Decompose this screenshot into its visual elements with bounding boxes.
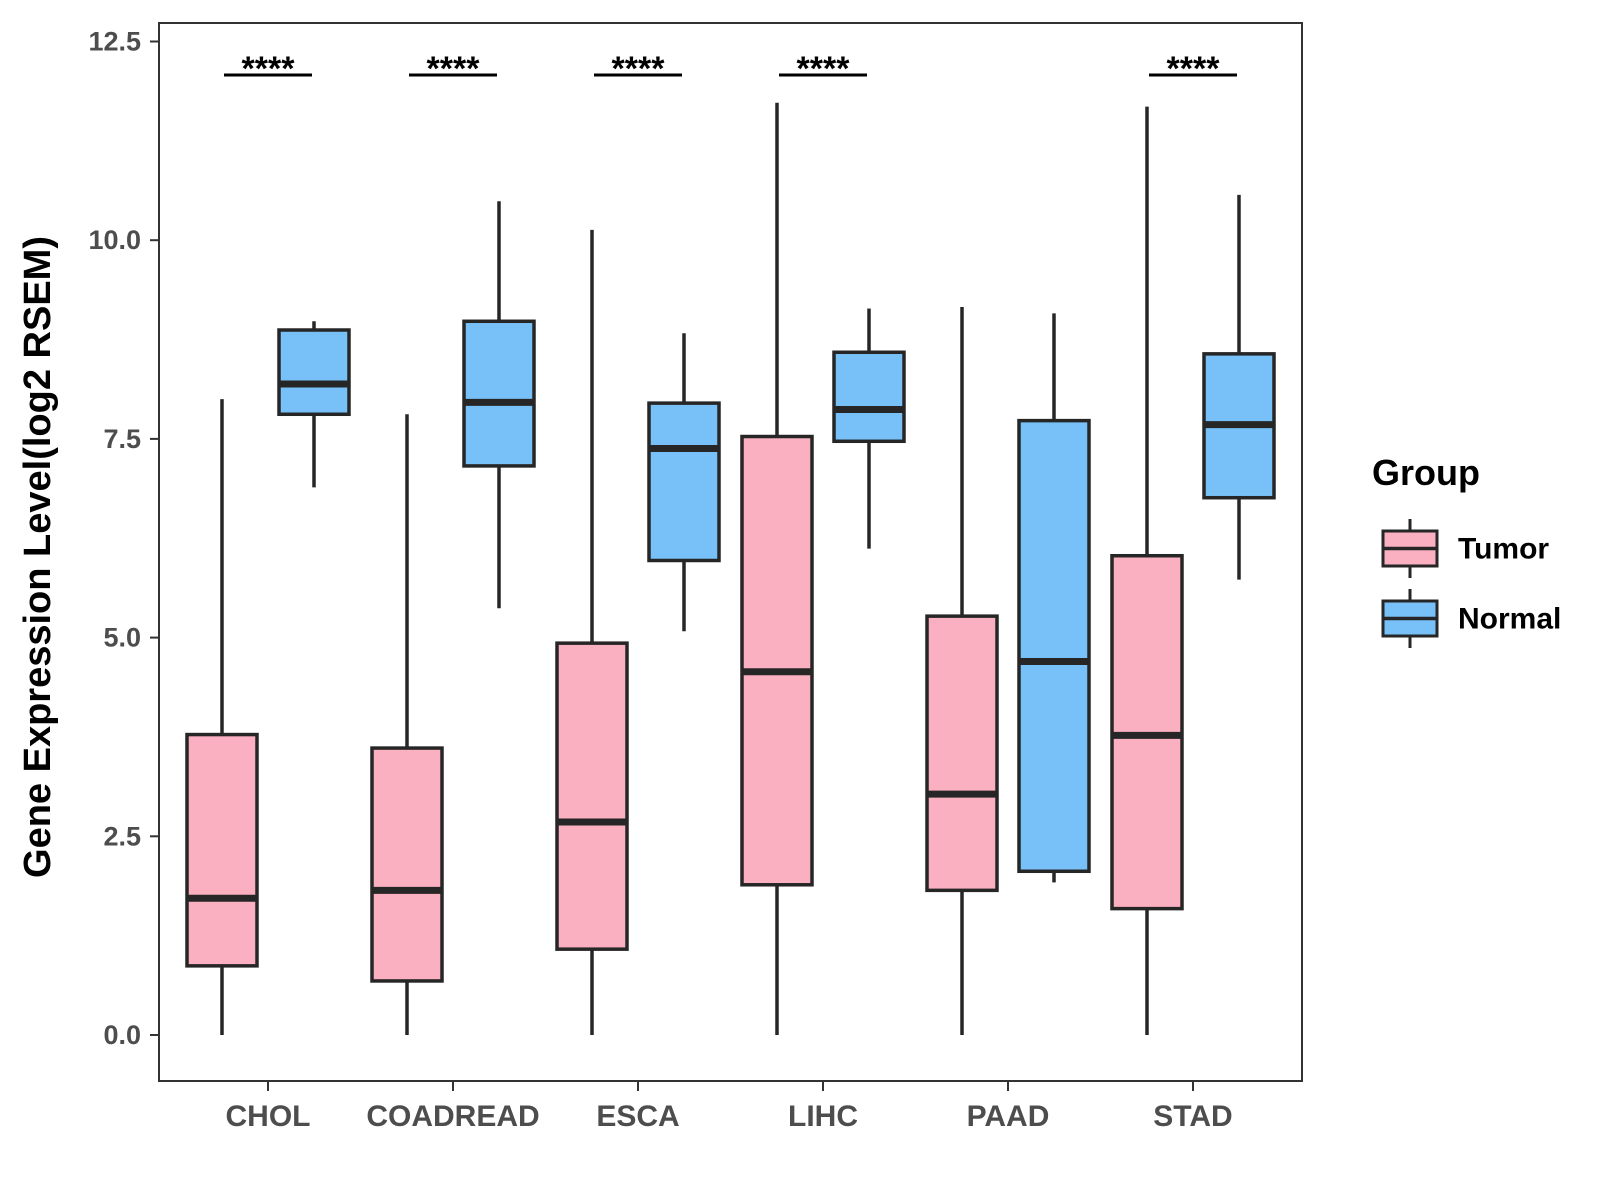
y-tick-label: 10.0	[88, 225, 141, 255]
box-iqr	[647, 401, 721, 563]
legend-label: Normal	[1458, 603, 1561, 636]
box-iqr	[832, 350, 906, 444]
box-normal-esca	[647, 333, 721, 632]
legend-title: Group	[1372, 452, 1480, 493]
significance-label: ****	[242, 50, 296, 88]
legend-item-tumor: Tumor	[1381, 519, 1549, 578]
significance-coadread: ****	[409, 50, 497, 88]
box-tumor-chol	[185, 399, 259, 1035]
y-tick-label: 7.5	[103, 424, 141, 454]
x-tick-label: COADREAD	[366, 1100, 539, 1133]
significance-stad: ****	[1149, 50, 1237, 88]
box-iqr	[925, 614, 999, 893]
y-tick-label: 2.5	[103, 821, 141, 851]
axes: 0.0 2.5 5.0 7.5 10.0 12.5 CHOL COADREAD ESCA LIHC…	[88, 27, 1232, 1134]
box-iqr	[555, 641, 629, 951]
box-normal-chol	[277, 321, 351, 488]
box-tumor-esca	[555, 229, 629, 1035]
significance-label: ****	[797, 50, 851, 88]
y-axis-title: Gene Expression Level(log2 RSEM)	[17, 236, 59, 878]
box-iqr	[277, 328, 351, 417]
plot-panel-border	[158, 22, 1303, 1082]
box-tumor-coadread	[370, 414, 444, 1035]
legend-label: Tumor	[1458, 533, 1549, 566]
significance-chol: ****	[224, 50, 312, 88]
box-iqr	[1017, 418, 1091, 874]
y-tick-label: 12.5	[88, 27, 141, 57]
box-normal-stad	[1202, 194, 1276, 580]
box-tumor-paad	[925, 306, 999, 1035]
box-tumor-lihc	[740, 102, 814, 1035]
box-iqr	[462, 319, 536, 468]
significance-label: ****	[427, 50, 481, 88]
x-tick-label: CHOL	[226, 1100, 311, 1133]
x-tick-label: STAD	[1153, 1100, 1232, 1133]
box-iqr	[740, 434, 814, 887]
legend: Group Tumor Normal	[1372, 452, 1561, 648]
y-tick-label: 0.0	[103, 1020, 141, 1050]
box-normal-paad	[1017, 313, 1091, 883]
box-normal-coadread	[462, 201, 536, 609]
legend-item-normal: Normal	[1381, 589, 1561, 648]
x-tick-label: ESCA	[596, 1100, 679, 1133]
y-tick-label: 5.0	[103, 623, 141, 653]
box-iqr	[370, 746, 444, 983]
significance-lihc: ****	[779, 50, 867, 88]
box-normal-lihc	[832, 308, 906, 549]
x-tick-label: LIHC	[788, 1100, 858, 1133]
significance-esca: ****	[594, 50, 682, 88]
box-iqr	[185, 732, 259, 968]
significance-label: ****	[612, 50, 666, 88]
significance-label: ****	[1167, 50, 1221, 88]
x-tick-label: PAAD	[967, 1100, 1050, 1133]
plot-area: **** **** **** **** ****	[158, 22, 1303, 1082]
box-tumor-stad	[1110, 106, 1184, 1035]
